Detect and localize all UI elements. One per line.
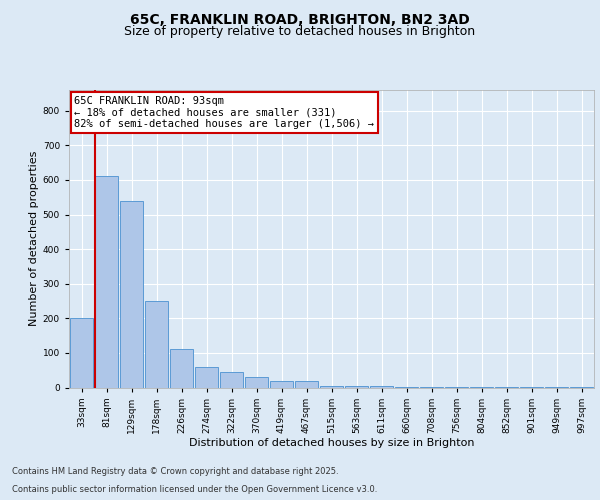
Bar (245, 377, 268, 388)
Bar (220, 372, 243, 388)
Bar (170, 350, 193, 388)
Text: 65C, FRANKLIN ROAD, BRIGHTON, BN2 3AD: 65C, FRANKLIN ROAD, BRIGHTON, BN2 3AD (130, 12, 470, 26)
Bar (270, 380, 293, 388)
Bar (195, 366, 218, 388)
Bar (95, 176, 118, 388)
Bar (120, 200, 143, 388)
Text: 65C FRANKLIN ROAD: 93sqm
← 18% of detached houses are smaller (331)
82% of semi-: 65C FRANKLIN ROAD: 93sqm ← 18% of detach… (74, 96, 374, 129)
Bar (345, 386, 368, 388)
X-axis label: Distribution of detached houses by size in Brighton: Distribution of detached houses by size … (189, 438, 474, 448)
Bar (145, 301, 168, 388)
Y-axis label: Number of detached properties: Number of detached properties (29, 151, 38, 326)
Bar (420, 387, 443, 388)
Bar (370, 386, 393, 388)
Text: Contains HM Land Registry data © Crown copyright and database right 2025.: Contains HM Land Registry data © Crown c… (12, 467, 338, 476)
Bar (70, 318, 93, 388)
Text: Contains public sector information licensed under the Open Government Licence v3: Contains public sector information licen… (12, 485, 377, 494)
Bar (395, 387, 418, 388)
Bar (295, 380, 318, 388)
Text: Size of property relative to detached houses in Brighton: Size of property relative to detached ho… (124, 25, 476, 38)
Bar (320, 386, 343, 388)
